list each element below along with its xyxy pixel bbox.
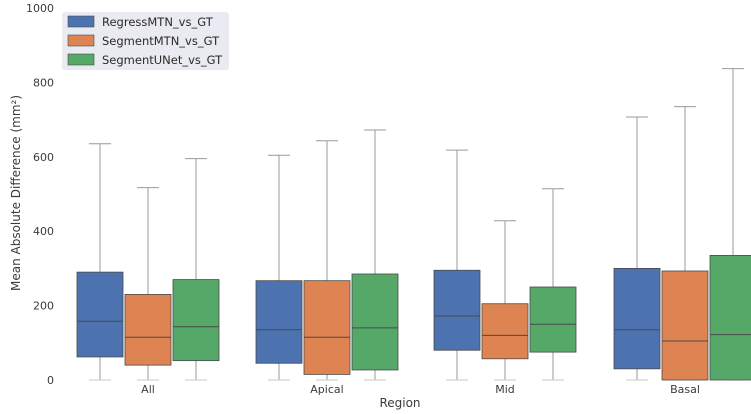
x-tick-label: All (141, 383, 155, 396)
box-SegmentUNet_vs_GT-Apical (351, 129, 399, 381)
box-SegmentMTN_vs_GT-All (124, 187, 172, 381)
box-SegmentUNet_vs_GT-Mid (529, 188, 577, 381)
box-body (351, 273, 399, 371)
box-body (481, 303, 529, 360)
plot-area (76, 68, 751, 381)
legend-swatch (67, 53, 95, 66)
x-tick-label: Apical (310, 383, 343, 396)
box-body (255, 280, 303, 364)
box-RegressMTN_vs_GT-Basal (613, 116, 661, 381)
box-body (709, 254, 751, 381)
box-RegressMTN_vs_GT-All (76, 143, 124, 381)
legend-label: RegressMTN_vs_GT (102, 15, 214, 29)
y-axis: 0 200 400 600 800 1000 (26, 2, 54, 387)
legend-label: SegmentUNet_vs_GT (102, 53, 223, 67)
x-axis: All Apical Mid Basal (141, 383, 700, 396)
box-RegressMTN_vs_GT-Mid (433, 149, 481, 381)
box-body (76, 271, 124, 358)
y-tick-label: 600 (33, 151, 54, 164)
box-RegressMTN_vs_GT-Apical (255, 154, 303, 381)
legend: RegressMTN_vs_GT SegmentMTN_vs_GT SegmentU… (62, 12, 229, 70)
y-tick-label: 1000 (26, 2, 54, 15)
box-body (172, 279, 220, 362)
box-body (661, 270, 709, 381)
y-axis-title: Mean Absolute Difference (mm²) (9, 95, 23, 291)
legend-label: SegmentMTN_vs_GT (102, 34, 220, 48)
legend-swatch (67, 34, 95, 47)
box-body (124, 294, 172, 366)
y-tick-label: 800 (33, 76, 54, 89)
box-SegmentMTN_vs_GT-Mid (481, 220, 529, 381)
legend-swatch (67, 15, 95, 28)
x-tick-label: Mid (495, 383, 515, 396)
y-tick-label: 0 (47, 374, 54, 387)
legend-background (62, 12, 229, 70)
box-SegmentUNet_vs_GT-Basal (709, 68, 751, 381)
y-tick-label: 200 (33, 300, 54, 313)
box-body (613, 267, 661, 370)
box-SegmentUNet_vs_GT-All (172, 158, 220, 381)
x-tick-label: Basal (670, 383, 700, 396)
x-axis-title: Region (379, 396, 420, 410)
box-body (303, 280, 351, 375)
box-body (529, 286, 577, 353)
y-tick-label: 400 (33, 225, 54, 238)
box-SegmentMTN_vs_GT-Apical (303, 140, 351, 381)
box-SegmentMTN_vs_GT-Basal (661, 106, 709, 381)
box-body (433, 269, 481, 351)
